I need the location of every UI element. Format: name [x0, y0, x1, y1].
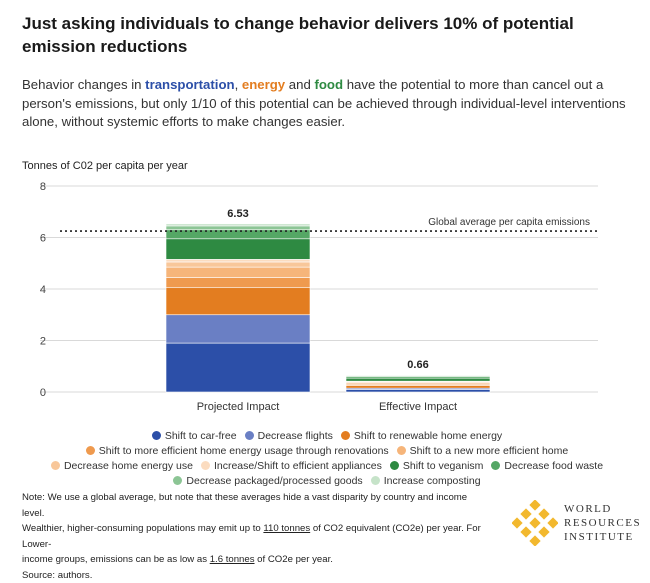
legend-label: Shift to a new more efficient home: [410, 445, 569, 457]
logo-diamond: [538, 508, 549, 519]
bar-segment: [166, 288, 310, 315]
logo-word: WORLD: [564, 502, 641, 516]
legend-label: Decrease flights: [258, 430, 333, 442]
legend-label: Increase/Shift to efficient appliances: [214, 460, 382, 472]
legend-swatch: [390, 461, 399, 470]
y-tick-label: 0: [40, 387, 46, 399]
bar-segment: [166, 230, 310, 239]
logo-diamond: [529, 500, 540, 511]
legend-item: Decrease flights: [245, 429, 333, 444]
legend-swatch: [86, 446, 95, 455]
logo-diamond: [538, 526, 549, 537]
legend-swatch: [491, 461, 500, 470]
chart-legend: Shift to car-free Decrease flights Shift t…: [22, 429, 632, 489]
bar-segment: [346, 386, 490, 389]
bar-segment: [166, 224, 310, 226]
logo-diamond: [529, 517, 540, 528]
footnote-text: of CO2e per year.: [255, 554, 333, 565]
legend-item: Decrease food waste: [491, 459, 603, 474]
x-tick-label: Effective Impact: [379, 401, 457, 413]
legend-label: Shift to car-free: [165, 430, 237, 442]
bar-segment: [166, 343, 310, 392]
legend-label: Shift to veganism: [403, 460, 484, 472]
footnote-link-110-tonnes[interactable]: 110 tonnes: [263, 523, 310, 534]
bar-segment: [166, 277, 310, 287]
footnote-line: Note: We use a global average, but note …: [22, 490, 492, 521]
y-tick-label: 6: [40, 233, 46, 245]
legend-swatch: [371, 476, 380, 485]
legend-item: Increase composting: [371, 474, 481, 489]
logo-diamond: [520, 508, 531, 519]
legend-item: Shift to a new more efficient home: [397, 444, 569, 459]
bar-segment: [166, 259, 310, 262]
legend-item: Shift to veganism: [390, 459, 484, 474]
legend-item: Decrease packaged/processed goods: [173, 474, 362, 489]
y-tick-label: 4: [40, 284, 46, 296]
legend-label: Shift to more efficient home energy usag…: [99, 445, 389, 457]
legend-swatch: [341, 431, 350, 440]
legend-swatch: [152, 431, 161, 440]
legend-swatch: [245, 431, 254, 440]
logo-diamond: [512, 517, 523, 528]
legend-label: Decrease packaged/processed goods: [186, 475, 362, 487]
bar-segment: [346, 378, 490, 381]
legend-item: Shift to car-free: [152, 429, 237, 444]
legend-swatch: [51, 461, 60, 470]
legend-item: Increase/Shift to efficient appliances: [201, 459, 382, 474]
y-tick-label: 8: [40, 181, 46, 193]
legend-swatch: [397, 446, 406, 455]
wri-logo: WORLD RESOURCES INSTITUTE: [512, 500, 637, 548]
bar-total-label: 0.66: [407, 359, 428, 371]
bar-segment: [166, 262, 310, 267]
wri-logo-icon: [512, 500, 558, 546]
logo-diamond: [529, 535, 540, 546]
legend-item: Shift to renewable home energy: [341, 429, 502, 444]
wri-logo-text: WORLD RESOURCES INSTITUTE: [564, 502, 641, 544]
footnote: Note: We use a global average, but note …: [22, 490, 492, 583]
bar-total-label: 6.53: [227, 208, 248, 220]
footnote-link-1-6-tonnes[interactable]: 1.6 tonnes: [210, 554, 255, 565]
logo-word: INSTITUTE: [564, 530, 641, 544]
legend-item: Shift to more efficient home energy usag…: [86, 444, 389, 459]
legend-swatch: [201, 461, 210, 470]
bar-segment: [346, 375, 490, 376]
bar-segment: [166, 267, 310, 277]
y-tick-label: 2: [40, 336, 46, 348]
logo-word: RESOURCES: [564, 516, 641, 530]
bar-segment: [166, 315, 310, 343]
source-line: Source: authors.: [22, 568, 492, 583]
logo-diamond: [547, 517, 558, 528]
footnote-text: Wealthier, higher-consuming populations …: [22, 523, 263, 534]
logo-diamond: [520, 526, 531, 537]
legend-swatch: [173, 476, 182, 485]
stacked-bar-chart: 0 2 4 6 8 6.53 Projected Impact 0.66 Effective I…: [0, 0, 650, 425]
legend-label: Increase composting: [384, 475, 481, 487]
bar-segment: [166, 239, 310, 260]
reference-line-label: Global average per capita emissions: [428, 217, 590, 228]
bar-segment: [346, 389, 490, 392]
legend-label: Decrease home energy use: [64, 460, 193, 472]
legend-label: Shift to renewable home energy: [354, 430, 502, 442]
footnote-line: income groups, emissions can be as low a…: [22, 552, 492, 568]
bar-segment: [166, 226, 310, 230]
x-tick-label: Projected Impact: [197, 401, 280, 413]
footnote-text: income groups, emissions can be as low a…: [22, 554, 210, 565]
legend-item: Decrease home energy use: [51, 459, 193, 474]
legend-label: Decrease food waste: [504, 460, 603, 472]
footnote-line: Wealthier, higher-consuming populations …: [22, 521, 492, 552]
